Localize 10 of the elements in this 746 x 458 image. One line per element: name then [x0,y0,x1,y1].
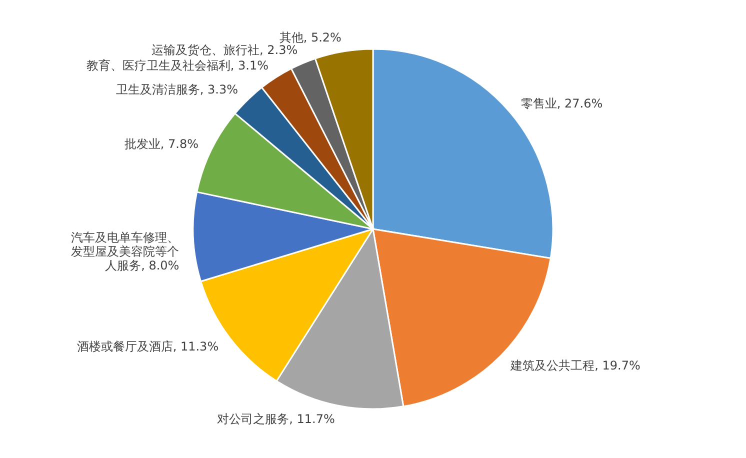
slice-label: 运输及货仓、旅行社, 2.3% [152,43,298,58]
slice-label: 教育、医疗卫生及社会福利, 3.1% [86,58,269,73]
slice-label: 卫生及清洁服务, 3.3% [116,82,238,97]
slice-label: 汽车及电单车修理、发型屋及美容院等个人服务, 8.0% [71,230,180,273]
slice-label: 酒楼或餐厅及酒店, 11.3% [76,339,219,354]
slice-label: 建筑及公共工程, 19.7% [510,358,640,373]
slice-label: 对公司之服务, 11.7% [217,412,335,426]
slice-label: 其他, 5.2% [279,30,342,45]
slice-label: 零售业, 27.6% [520,96,603,110]
slice-label: 批发业, 7.8% [124,137,199,152]
